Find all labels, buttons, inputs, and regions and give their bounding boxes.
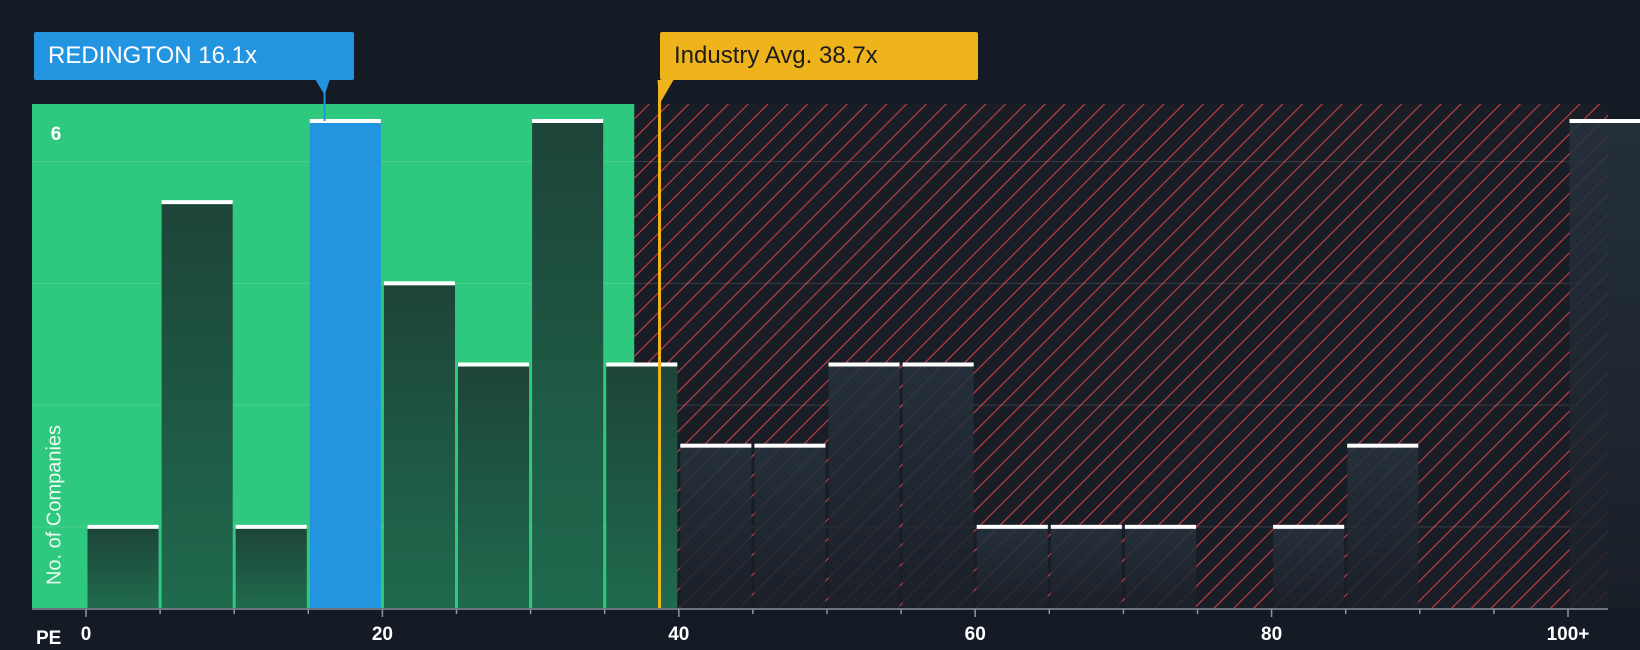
histogram-bar — [1347, 445, 1419, 608]
bar-cap — [87, 524, 159, 529]
histogram-bar — [458, 364, 530, 608]
x-tick-label: 100+ — [1547, 624, 1590, 645]
company-pe-label: REDINGTON 16.1x — [48, 42, 257, 69]
bar-cap — [235, 524, 307, 529]
histogram-bar — [902, 364, 974, 608]
histogram-bar — [383, 283, 455, 608]
bar-cap — [1347, 443, 1419, 448]
industry-avg-callout: Industry Avg. 38.7x — [660, 32, 978, 80]
histogram-bar — [532, 121, 604, 608]
histogram-bar — [235, 526, 307, 608]
bar-cap — [161, 200, 233, 205]
x-tick-label: 0 — [81, 624, 92, 645]
bar-cap — [532, 119, 604, 123]
histogram-bar — [828, 364, 900, 608]
x-axis-title: PE — [36, 628, 62, 649]
bar-cap — [606, 362, 678, 367]
bar-cap — [309, 119, 381, 123]
bar-cap — [828, 362, 900, 367]
x-tick-label: 60 — [965, 624, 986, 645]
histogram-bar — [976, 526, 1048, 608]
x-tick-label: 40 — [668, 624, 689, 645]
histogram-bar — [1569, 121, 1640, 608]
bar-cap — [383, 281, 455, 286]
y-tick-label: 6 — [51, 124, 62, 145]
x-tick-label: 80 — [1261, 624, 1282, 645]
histogram-bar — [161, 202, 233, 608]
company-pe-callout: REDINGTON 16.1x — [34, 32, 354, 80]
histogram-bar — [1050, 526, 1122, 608]
bar-cap — [1124, 524, 1196, 529]
histogram-bar — [606, 364, 678, 608]
histogram-bar — [680, 445, 752, 608]
bar-cap — [754, 443, 826, 448]
histogram-bar — [1124, 526, 1196, 608]
bar-cap — [680, 443, 752, 448]
bar-cap — [1050, 524, 1122, 529]
company-callout-pointer — [315, 80, 330, 95]
histogram-bar — [309, 121, 381, 608]
bar-cap — [458, 362, 530, 367]
industry-callout-pointer — [657, 80, 674, 104]
histogram-bar — [754, 445, 826, 608]
bar-cap — [1273, 524, 1345, 529]
x-tick-label: 20 — [372, 624, 393, 645]
industry-avg-label: Industry Avg. 38.7x — [674, 42, 878, 69]
bar-cap — [902, 362, 974, 367]
bar-cap — [1569, 119, 1640, 123]
histogram-bar — [1273, 526, 1345, 608]
y-axis-label: No. of Companies — [43, 424, 66, 586]
bar-cap — [976, 524, 1048, 529]
histogram-bar — [87, 526, 159, 608]
